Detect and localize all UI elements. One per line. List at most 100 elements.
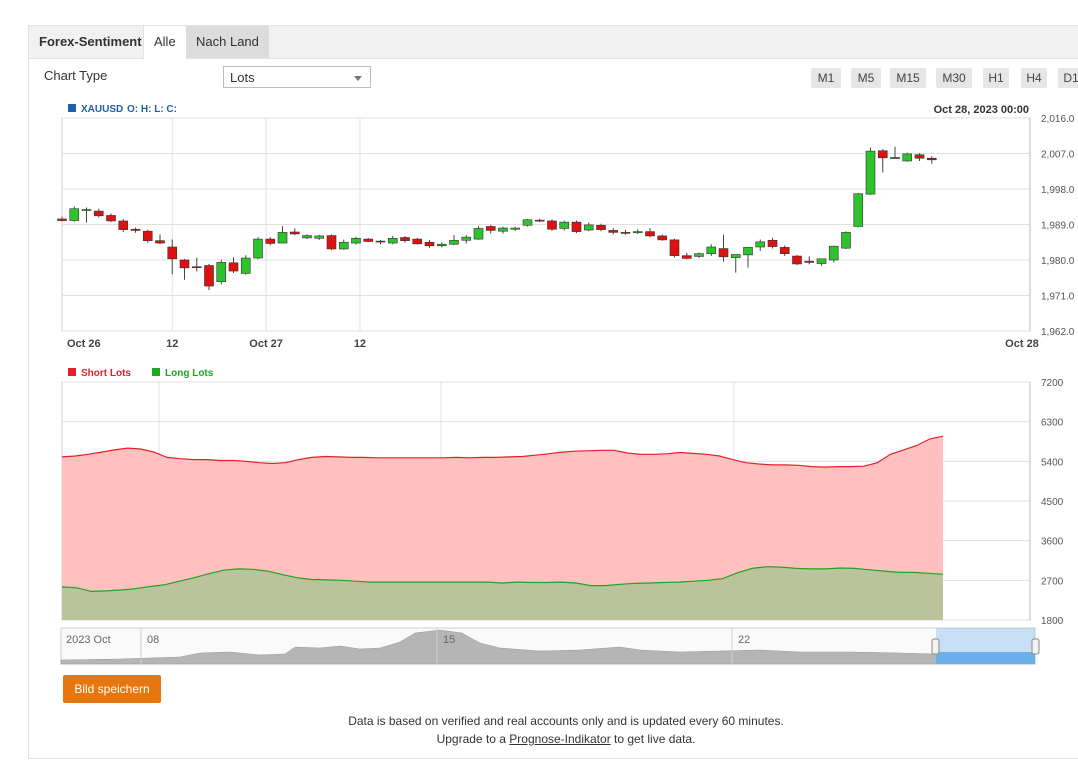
candle	[926, 157, 937, 161]
navigator-tick: 08	[147, 634, 159, 646]
price-y-tick: 2,007.0	[1041, 150, 1075, 161]
navigator-ticks: 2023 Oct 08 15 22	[66, 628, 750, 664]
candle	[534, 219, 545, 222]
candle	[485, 226, 496, 231]
candle	[718, 248, 729, 258]
timeframe-h1[interactable]: H1	[983, 68, 1009, 88]
price-y-tick: 1,989.0	[1041, 221, 1075, 232]
candle	[473, 228, 484, 240]
lots-y-tick: 7200	[1041, 378, 1064, 389]
tab-alle[interactable]: Alle	[143, 26, 187, 59]
candle	[669, 239, 680, 256]
candle	[326, 235, 337, 250]
lots-y-tick: 3600	[1041, 537, 1064, 548]
candle	[706, 246, 717, 254]
price-legend-swatch	[68, 104, 76, 112]
timeframe-m15[interactable]: M15	[890, 68, 926, 88]
timeframe-d1[interactable]: D1	[1058, 68, 1078, 88]
timeframe-h4[interactable]: H4	[1021, 68, 1047, 88]
navigator-tick: 2023 Oct	[66, 634, 111, 646]
candle	[890, 157, 900, 159]
candle	[828, 245, 839, 261]
candle	[743, 247, 753, 256]
long-lots-line	[61, 566, 944, 593]
candle	[804, 260, 815, 263]
candle	[449, 239, 459, 245]
candle	[179, 259, 190, 269]
footer-upgrade-pre: Upgrade to a	[436, 732, 510, 746]
candle	[510, 227, 521, 230]
price-axis: 2,016.0 2,007.0 1,998.0 1,989.0 1,980.0 1,971…	[67, 114, 1075, 350]
candle	[547, 220, 557, 230]
candle	[106, 215, 116, 222]
candle	[142, 230, 153, 241]
candle	[412, 238, 423, 245]
candle	[914, 154, 925, 159]
candle	[155, 240, 165, 244]
price-chart: XAUUSD O: H: L: C: Oct 28, 2023 00:00 2,…	[57, 104, 1075, 350]
candle	[265, 238, 276, 244]
timeframe-m1[interactable]: M1	[811, 68, 841, 88]
candle	[277, 232, 288, 244]
candle	[240, 257, 251, 274]
lots-y-tick: 6300	[1041, 418, 1064, 429]
candle	[792, 255, 802, 265]
short-lots-line	[61, 435, 944, 468]
candle	[216, 262, 227, 282]
candle	[69, 208, 80, 221]
navigator[interactable]: 2023 Oct 08 15 22	[60, 627, 1040, 665]
candle	[559, 221, 570, 229]
lots-y-tick: 2700	[1041, 576, 1064, 587]
candle	[130, 228, 141, 231]
panel-title: Forex-Sentiment	[29, 26, 152, 58]
legend-long-swatch	[152, 368, 160, 376]
candle	[853, 193, 864, 227]
price-x-tick: 12	[354, 338, 366, 350]
price-grid	[61, 117, 1031, 332]
navigator-handle-left[interactable]	[931, 638, 940, 655]
candle	[57, 218, 67, 221]
navigator-area	[60, 629, 1036, 665]
candle	[779, 247, 790, 254]
navigator-handle-right[interactable]	[1031, 638, 1040, 655]
tab-nach-land[interactable]: Nach Land	[186, 26, 269, 58]
candle	[767, 239, 778, 247]
price-legend-ohlc: O: H: L: C:	[127, 104, 177, 115]
candle	[191, 266, 202, 269]
candle	[93, 210, 104, 217]
save-image-button[interactable]: Bild speichern	[63, 675, 161, 703]
long-lots-area	[62, 566, 943, 620]
footer-upgrade-post: to get live data.	[610, 732, 696, 746]
timeframe-m30[interactable]: M30	[936, 68, 972, 88]
prognose-indikator-link[interactable]: Prognose-Indikator	[509, 732, 611, 746]
candle	[902, 153, 913, 162]
candle	[289, 231, 300, 235]
lots-axis: 7200 6300 5400 4500 3600 2700 1800	[1029, 378, 1064, 627]
price-y-tick: 1,971.0	[1041, 292, 1075, 303]
timeframe-m5[interactable]: M5	[851, 68, 881, 88]
candle	[375, 240, 386, 243]
chart-type-select[interactable]: Lots	[223, 66, 371, 88]
navigator-tick: 22	[738, 634, 750, 646]
candle	[338, 241, 349, 250]
candle	[681, 255, 692, 259]
candle	[694, 253, 704, 257]
candle	[657, 235, 668, 241]
candle	[167, 246, 178, 260]
candle	[461, 236, 472, 241]
candle	[204, 265, 214, 287]
candle	[436, 243, 447, 247]
candle	[730, 254, 741, 258]
candle	[314, 235, 325, 239]
candle	[583, 224, 594, 231]
candle	[865, 150, 876, 195]
legend-short-swatch	[68, 368, 76, 376]
candle	[302, 235, 312, 239]
candle	[228, 262, 239, 272]
candle	[351, 238, 361, 244]
lots-y-tick: 5400	[1041, 457, 1064, 468]
lots-areas	[61, 435, 944, 620]
footer-upgrade: Upgrade to a Prognose-Indikator to get l…	[29, 732, 1078, 746]
candle	[118, 220, 129, 230]
